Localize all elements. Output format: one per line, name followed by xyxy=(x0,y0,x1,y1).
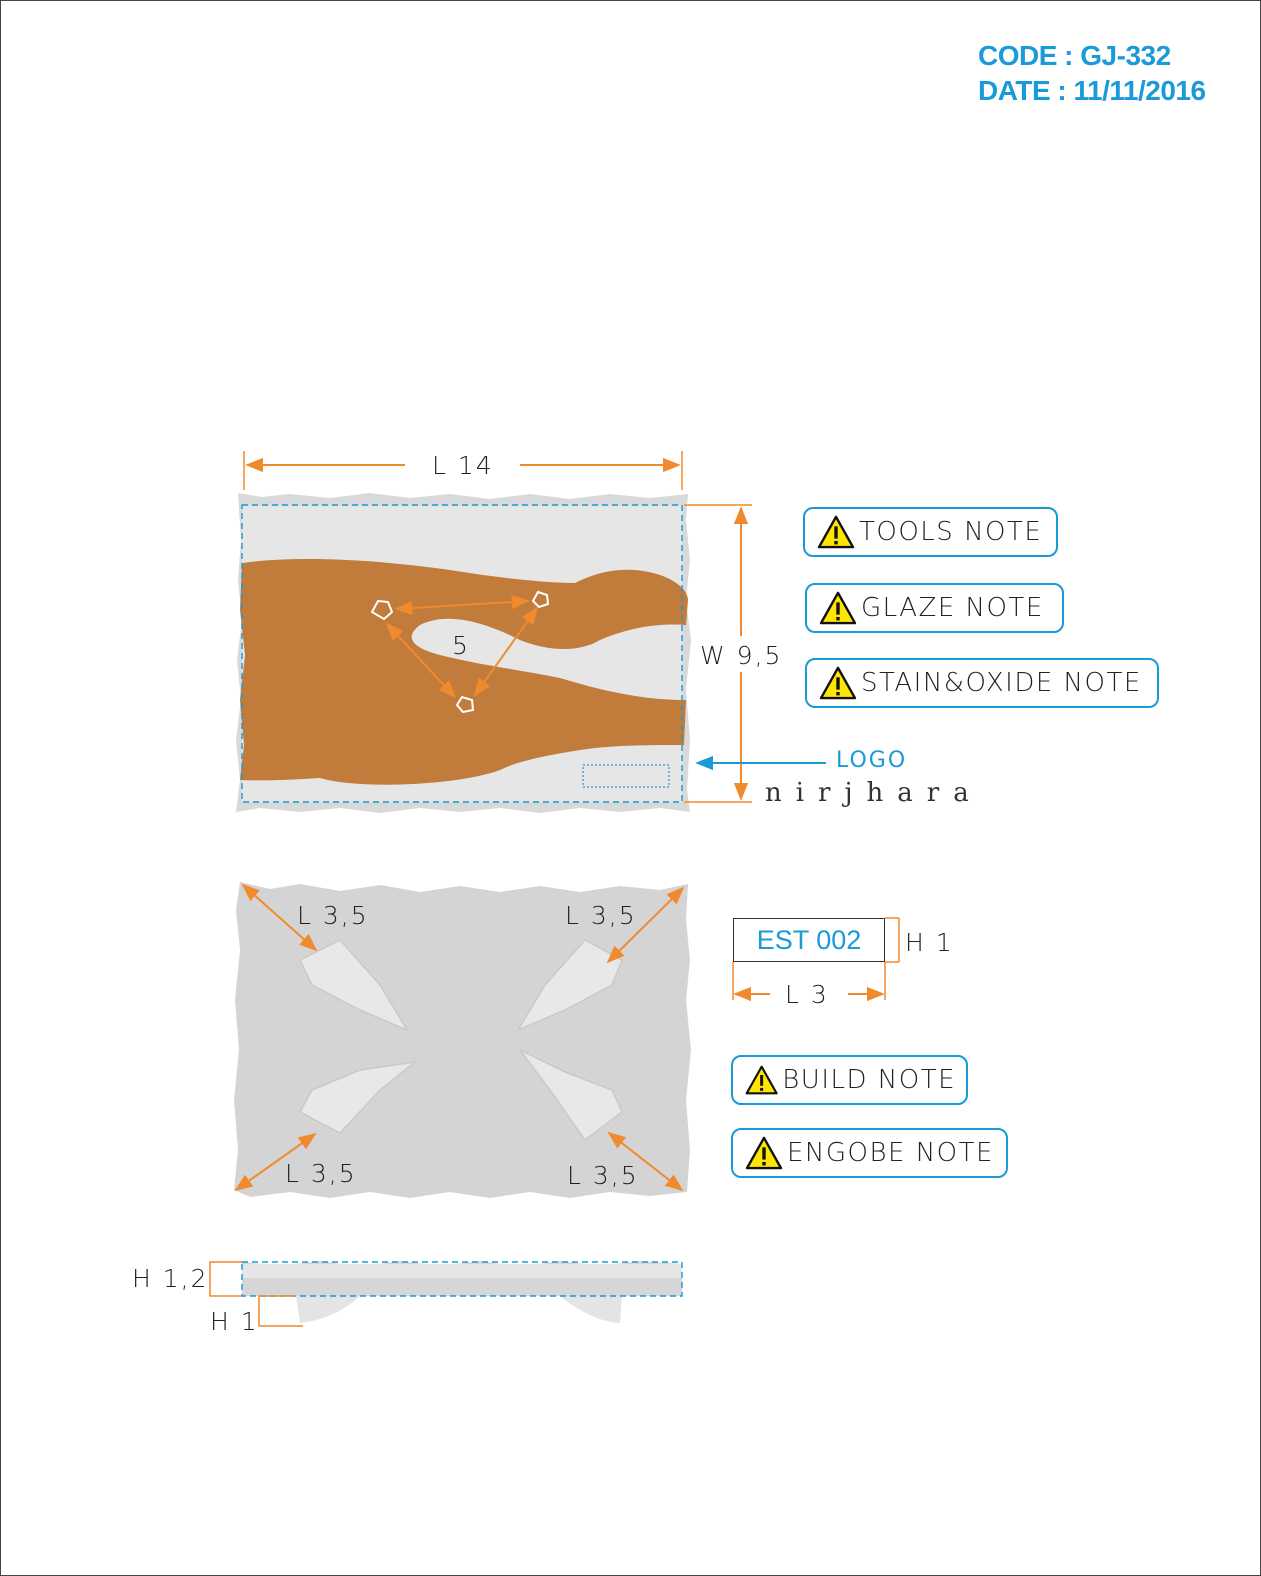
foot-bottom-right xyxy=(519,1049,623,1142)
foot-label-bottom-right: L 3,5 xyxy=(567,1161,639,1190)
glaze-note-label: GLAZE NOTE xyxy=(861,593,1044,623)
side-height-bracket xyxy=(209,1261,242,1297)
hole-spacing-arrow-top xyxy=(394,594,530,616)
warning-icon xyxy=(745,1065,778,1095)
logo-label: LOGO xyxy=(836,748,908,773)
logo-placement-box xyxy=(582,764,670,788)
engobe-note[interactable]: ENGOBE NOTE xyxy=(731,1128,1008,1178)
side-foot-right xyxy=(560,1296,622,1323)
foot-dimension-arrow-tl xyxy=(241,883,318,952)
hole-1 xyxy=(370,599,394,621)
glaze-band xyxy=(240,559,688,785)
foot-height-label: H 1 xyxy=(210,1307,259,1336)
top-view-outline xyxy=(241,504,683,803)
stamp-height-label: H 1 xyxy=(905,928,954,957)
side-view-outline xyxy=(241,1261,683,1297)
warning-icon xyxy=(819,591,857,625)
warning-icon xyxy=(817,515,855,549)
side-height-label: H 1,2 xyxy=(132,1264,209,1293)
width-label: W 9,5 xyxy=(700,641,782,670)
foot-dimension-arrow-br xyxy=(607,1131,684,1192)
tools-note[interactable]: TOOLS NOTE xyxy=(803,507,1058,557)
drawing-date: DATE : 11/11/2016 xyxy=(978,75,1206,106)
title-block: CODE : GJ-332 DATE : 11/11/2016 xyxy=(978,38,1206,108)
bottom-view-plate: L 3,5 L 3,5 L 3,5 L 3,5 xyxy=(234,882,691,1198)
side-view-plate xyxy=(241,1261,683,1323)
foot-dimension-arrow-tr xyxy=(606,886,685,964)
foot-bottom-left xyxy=(298,1060,418,1134)
tools-note-label: TOOLS NOTE xyxy=(859,517,1043,547)
foot-height-bracket xyxy=(258,1295,303,1327)
stain-oxide-note-label: STAIN&OXIDE NOTE xyxy=(861,668,1142,698)
build-note[interactable]: BUILD NOTE xyxy=(731,1055,968,1105)
length-label: L 14 xyxy=(432,451,494,480)
stamp-length-label: L 3 xyxy=(785,980,829,1009)
stain-oxide-note[interactable]: STAIN&OXIDE NOTE xyxy=(805,658,1159,708)
stamp-box: EST 002 xyxy=(733,918,885,962)
foot-label-top-right: L 3,5 xyxy=(565,901,637,930)
foot-top-right xyxy=(516,939,623,1032)
foot-label-top-left: L 3,5 xyxy=(297,901,369,930)
glaze-note[interactable]: GLAZE NOTE xyxy=(805,583,1064,633)
stamp-text: EST 002 xyxy=(756,924,862,955)
hole-2 xyxy=(531,590,550,609)
engobe-note-label: ENGOBE NOTE xyxy=(787,1138,994,1168)
foot-label-bottom-left: L 3,5 xyxy=(285,1159,357,1188)
warning-icon xyxy=(745,1136,783,1170)
foot-top-left xyxy=(299,939,409,1032)
hole-3 xyxy=(455,695,475,714)
hole-spacing-arrow-right xyxy=(473,606,539,697)
build-note-label: BUILD NOTE xyxy=(782,1065,956,1095)
side-foot-left xyxy=(296,1296,360,1323)
product-code: CODE : GJ-332 xyxy=(978,40,1171,71)
top-view-plate: 5 xyxy=(236,493,691,813)
hole-spacing-label: 5 xyxy=(452,631,470,660)
foot-dimension-arrow-bl xyxy=(234,1132,317,1192)
hole-spacing-arrow-left xyxy=(385,622,457,699)
brand-logo: nirjhara xyxy=(765,778,983,808)
warning-icon xyxy=(819,666,857,700)
